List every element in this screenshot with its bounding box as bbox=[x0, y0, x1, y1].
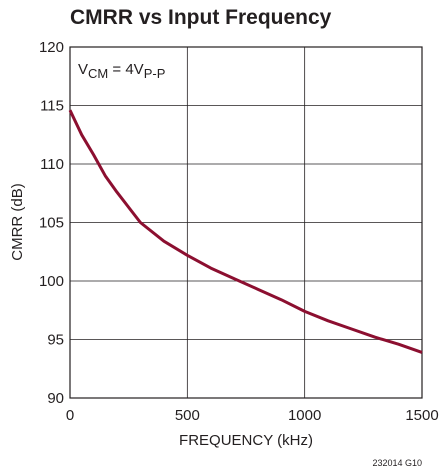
annotation-part: V bbox=[78, 61, 88, 78]
annotation-part: = 4V bbox=[108, 61, 143, 78]
y-tick-label: 115 bbox=[40, 98, 64, 115]
annotation-part: CM bbox=[88, 66, 108, 81]
x-axis-label: FREQUENCY (kHz) bbox=[179, 432, 313, 449]
chart-title: CMRR vs Input Frequency bbox=[70, 6, 332, 29]
plot-frame bbox=[69, 46, 423, 399]
x-tick-label: 1000 bbox=[288, 407, 321, 424]
y-axis-label: CMRR (dB) bbox=[9, 183, 26, 261]
x-tick-label: 500 bbox=[175, 407, 200, 424]
y-tick-label: 110 bbox=[40, 156, 64, 173]
y-tick-label: 100 bbox=[39, 273, 64, 290]
y-tick-label: 120 bbox=[39, 39, 64, 56]
y-tick-label: 95 bbox=[47, 332, 64, 349]
footnote: 232014 G10 bbox=[372, 458, 422, 468]
x-tick-label: 1500 bbox=[405, 407, 438, 424]
y-tick-label: 90 bbox=[47, 390, 64, 407]
x-tick-label: 0 bbox=[66, 407, 74, 424]
y-tick-label: 105 bbox=[39, 215, 64, 232]
annotation: VCM = 4VP-P bbox=[78, 61, 165, 81]
data-line bbox=[68, 109, 423, 354]
annotation-part: P-P bbox=[144, 66, 166, 81]
